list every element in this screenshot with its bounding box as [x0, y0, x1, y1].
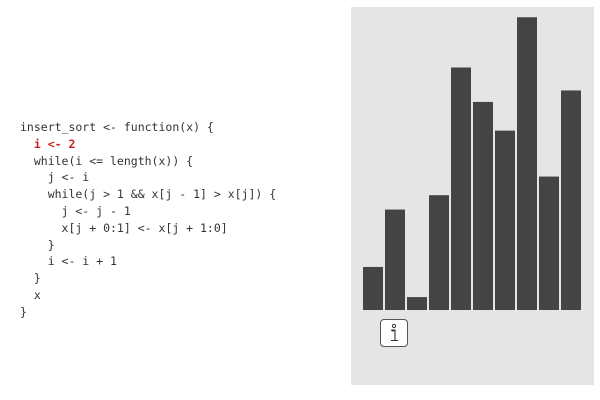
code-line: i <- i + 1: [20, 254, 117, 269]
info-icon: [390, 323, 398, 342]
bar: [363, 266, 383, 310]
bar: [495, 130, 515, 310]
bar: [385, 209, 405, 310]
bar: [407, 297, 427, 310]
bar: [539, 176, 559, 310]
code-line: j <- j - 1: [20, 203, 131, 218]
code-line-current: i <- 2: [20, 136, 76, 151]
code-line: x[j + 0:1] <- x[j + 1:0]: [20, 220, 228, 235]
code-panel: insert_sort <- function(x) { i <- 2 whil…: [20, 119, 276, 321]
bar: [517, 17, 537, 310]
bar: [473, 101, 493, 310]
bar: [561, 90, 581, 310]
code-line: }: [20, 237, 55, 252]
code-line: }: [20, 304, 27, 319]
code-line: j <- i: [20, 170, 90, 185]
visualization-panel: [351, 7, 594, 385]
code-line: }: [20, 271, 41, 286]
code-line: while(i <= length(x)) {: [20, 153, 194, 168]
info-button[interactable]: [380, 319, 408, 347]
code-line: x: [20, 287, 41, 302]
bar: [429, 195, 449, 310]
bar: [451, 67, 471, 310]
code-line: insert_sort <- function(x) {: [20, 120, 214, 134]
bar-chart: [363, 17, 581, 310]
code-line: while(j > 1 && x[j - 1] > x[j]) {: [20, 187, 277, 202]
